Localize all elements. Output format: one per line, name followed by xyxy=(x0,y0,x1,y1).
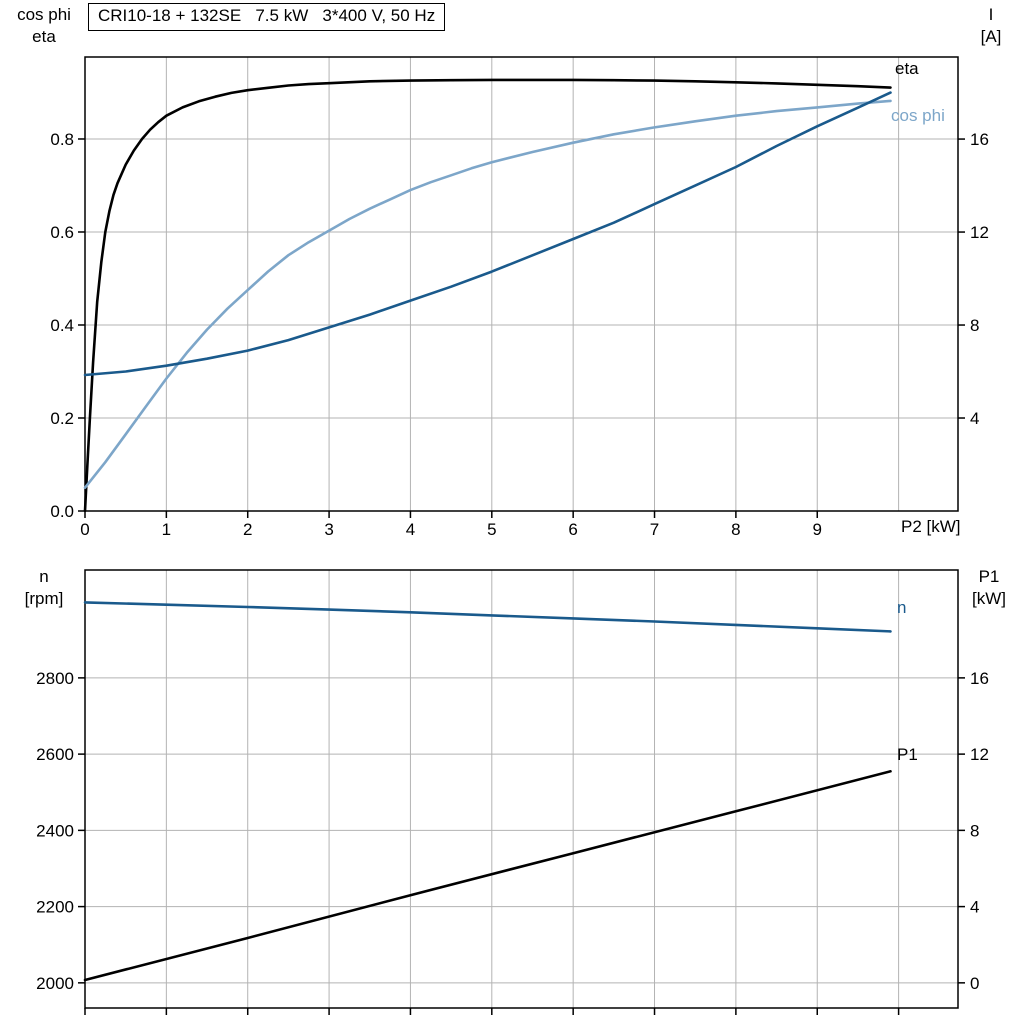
left-tick-label: 0.8 xyxy=(50,130,74,149)
left-tick-label: 2800 xyxy=(36,669,74,688)
current-axis-unit: [A] xyxy=(980,27,1002,46)
left-tick-label: 0.4 xyxy=(50,316,74,335)
speed-power-chart-frame xyxy=(84,569,959,1009)
left-tick-label: 2000 xyxy=(36,974,74,993)
bottom-left-axis-label: n [rpm] xyxy=(4,566,84,610)
right-tick-label: 0 xyxy=(970,974,979,993)
bottom-right-axis-label: P1 [kW] xyxy=(958,566,1020,610)
right-tick-label: 12 xyxy=(970,745,989,764)
speed-curve-label: n xyxy=(897,598,906,617)
left-tick-label: 0.0 xyxy=(50,502,74,521)
left-tick-label: 2600 xyxy=(36,745,74,764)
eta-axis-label: eta xyxy=(32,27,56,46)
current-axis-label: I xyxy=(988,5,994,24)
input-power-curve xyxy=(83,769,892,982)
power-axis-unit: [kW] xyxy=(972,589,1006,608)
right-tick-label: 16 xyxy=(970,669,989,688)
x-tick-label: 9 xyxy=(813,520,822,539)
x-tick-label: 7 xyxy=(650,520,659,539)
left-tick-label: 2200 xyxy=(36,898,74,917)
x-tick-label: 6 xyxy=(568,520,577,539)
cos-phi-curve xyxy=(83,99,892,490)
eta-curve xyxy=(83,78,892,513)
left-tick-label: 0.2 xyxy=(50,409,74,428)
x-tick-label: 1 xyxy=(162,520,171,539)
current-curve xyxy=(83,91,892,377)
x-tick-label: 0 xyxy=(80,520,89,539)
x-axis-label: P2 [kW] xyxy=(901,517,961,536)
right-tick-label: 12 xyxy=(970,223,989,242)
cos-phi-axis-label: cos phi xyxy=(17,5,71,24)
left-tick-label: 2400 xyxy=(36,821,74,840)
top-left-axis-label: cos phi eta xyxy=(4,4,84,48)
power-axis-label: P1 xyxy=(978,567,1000,586)
efficiency-cosphi-current-chart-frame xyxy=(84,56,959,512)
x-tick-label: 5 xyxy=(487,520,496,539)
right-tick-label: 8 xyxy=(970,821,979,840)
right-tick-label: 4 xyxy=(970,898,979,917)
x-tick-label: 8 xyxy=(731,520,740,539)
right-tick-label: 8 xyxy=(970,316,979,335)
right-tick-label: 16 xyxy=(970,130,989,149)
x-tick-label: 2 xyxy=(243,520,252,539)
speed-curve xyxy=(83,601,892,633)
top-right-axis-label: I [A] xyxy=(962,4,1020,48)
speed-axis-unit: [rpm] xyxy=(24,589,64,608)
right-tick-label: 4 xyxy=(970,409,979,428)
cos-phi-curve-label: cos phi xyxy=(891,106,945,125)
speed-axis-label: n xyxy=(39,567,49,586)
x-tick-label: 4 xyxy=(406,520,415,539)
x-tick-label: 3 xyxy=(324,520,333,539)
input-power-curve-label: P1 xyxy=(897,745,918,764)
chart-title: CRI10-18 + 132SE 7.5 kW 3*400 V, 50 Hz xyxy=(88,3,446,31)
eta-curve-label: eta xyxy=(895,59,919,78)
left-tick-label: 0.6 xyxy=(50,223,74,242)
